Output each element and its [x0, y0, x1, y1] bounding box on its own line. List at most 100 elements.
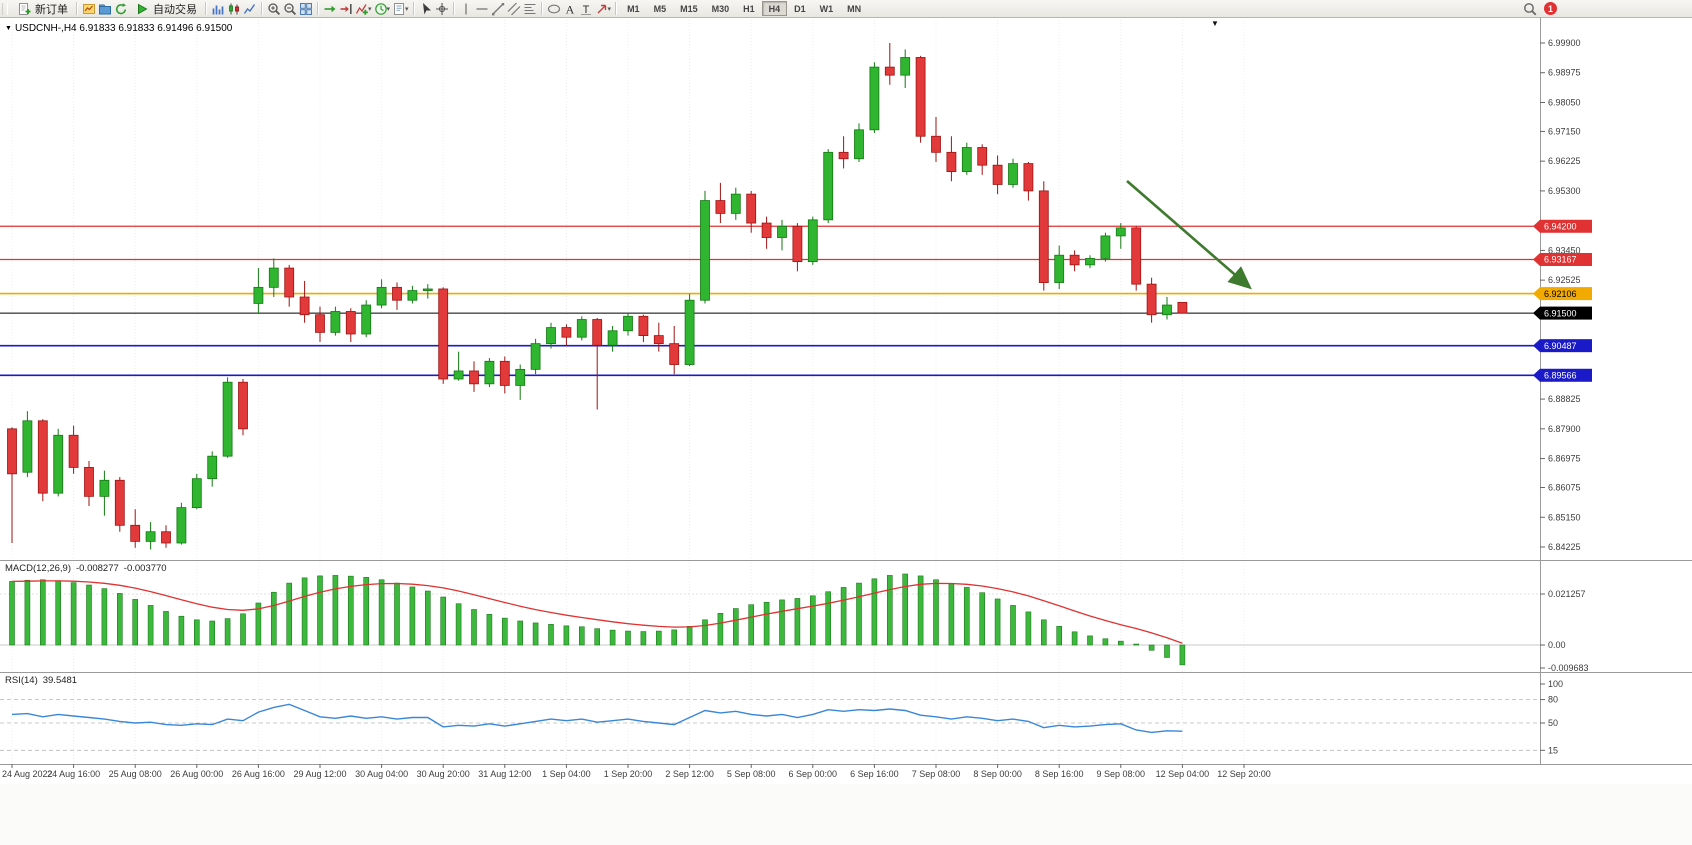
refresh-icon[interactable]	[113, 1, 129, 16]
svg-text:8 Sep 00:00: 8 Sep 00:00	[973, 769, 1022, 779]
timeframe-W1[interactable]: W1	[813, 1, 841, 16]
chevron-down-icon[interactable]: ▾	[405, 5, 409, 13]
svg-text:9 Sep 08:00: 9 Sep 08:00	[1097, 769, 1146, 779]
toolbar-grip[interactable]	[2, 2, 8, 15]
toolbar-separator	[76, 2, 78, 15]
svg-text:6.93167: 6.93167	[1544, 255, 1577, 265]
chart-symbol-label: ▼ USDCNH-,H4 6.91833 6.91833 6.91496 6.91…	[5, 23, 232, 34]
rsi-axis[interactable]: 100 80 50 15	[1540, 679, 1563, 755]
text-icon[interactable]: A	[562, 1, 578, 16]
templates-icon[interactable]	[391, 1, 407, 16]
new-order-icon	[16, 1, 32, 16]
svg-text:2 Sep 12:00: 2 Sep 12:00	[665, 769, 714, 779]
svg-text:30 Aug 04:00: 30 Aug 04:00	[355, 769, 408, 779]
toolbar-separator	[412, 2, 415, 15]
timeframe-D1[interactable]: D1	[787, 1, 813, 16]
symbol-period-text: USDCNH-,H4	[14, 23, 77, 34]
profiles-icon[interactable]	[97, 1, 113, 16]
macd-indicator-label: MACD(12,26,9) -0.008277 -0.003770	[5, 563, 172, 574]
notification-badge[interactable]: 1	[1544, 2, 1557, 15]
svg-text:24 Aug 16:00: 24 Aug 16:00	[47, 769, 100, 779]
candlesticks	[7, 43, 1188, 550]
svg-text:6.86075: 6.86075	[1548, 483, 1581, 493]
svg-text:6.91500: 6.91500	[1544, 308, 1577, 318]
timeframe-M15[interactable]: M15	[673, 1, 705, 16]
svg-text:1 Sep 20:00: 1 Sep 20:00	[604, 769, 653, 779]
svg-text:6.95300: 6.95300	[1548, 186, 1581, 196]
toolbar-separator	[205, 2, 207, 15]
svg-text:31 Aug 12:00: 31 Aug 12:00	[478, 769, 531, 779]
svg-text:1 Sep 04:00: 1 Sep 04:00	[542, 769, 591, 779]
svg-text:15: 15	[1548, 745, 1558, 755]
panel-separators[interactable]	[0, 17, 1692, 765]
svg-text:26 Aug 00:00: 26 Aug 00:00	[170, 769, 223, 779]
svg-text:6.89566: 6.89566	[1544, 370, 1577, 380]
price-badges: 6.94200 6.93167 6.92106 6.90487 6.89566 6.915…	[1533, 219, 1592, 382]
svg-text:6.87900: 6.87900	[1548, 424, 1581, 434]
timeframe-M1[interactable]: M1	[620, 1, 647, 16]
chart-shift-icon[interactable]	[338, 1, 354, 16]
text-label-icon[interactable]: T	[578, 1, 594, 16]
timeframe-H1[interactable]: H1	[736, 1, 762, 16]
chevron-down-icon[interactable]: ▾	[368, 5, 372, 13]
horizontal-line-icon[interactable]	[474, 1, 490, 16]
rsi-panel	[0, 699, 1540, 751]
new-order-button[interactable]: 新订单	[11, 1, 73, 16]
trendline-icon[interactable]	[490, 1, 506, 16]
auto-trading-button[interactable]: 自动交易	[129, 1, 202, 16]
price-axis[interactable]: 6.99900 6.98975 6.98050 6.97150 6.96225 6.953…	[1540, 38, 1581, 552]
crosshair-icon[interactable]	[434, 1, 450, 16]
zoom-in-icon[interactable]	[266, 1, 282, 16]
svg-text:6 Sep 00:00: 6 Sep 00:00	[789, 769, 838, 779]
chevron-down-icon[interactable]: ▾	[386, 5, 391, 13]
indicators-icon[interactable]	[354, 1, 370, 16]
svg-text:8 Sep 16:00: 8 Sep 16:00	[1035, 769, 1084, 779]
svg-text:0.00: 0.00	[1548, 640, 1566, 650]
zoom-out-icon[interactable]	[282, 1, 298, 16]
cursor-icon[interactable]	[418, 1, 434, 16]
scroll-to-end-marker[interactable]: ▼	[1211, 19, 1219, 28]
rsi-indicator-label: RSI(14) 39.5481	[5, 675, 82, 686]
toolbar-separator	[452, 2, 455, 15]
vertical-line-icon[interactable]	[458, 1, 474, 16]
fibonacci-icon[interactable]	[522, 1, 538, 16]
shapes-icon[interactable]	[546, 1, 562, 16]
macd-name: MACD(12,26,9)	[5, 563, 71, 574]
search-icon[interactable]	[1522, 1, 1538, 16]
svg-text:6.88825: 6.88825	[1548, 394, 1581, 404]
chevron-down-icon[interactable]: ▾	[607, 5, 612, 13]
trend-arrow-annotation[interactable]	[1126, 180, 1252, 290]
timeframe-H4[interactable]: H4	[761, 1, 788, 16]
svg-text:30 Aug 20:00: 30 Aug 20:00	[417, 769, 470, 779]
toolbar: 新订单 自动交易 ▾ ▾ ▾ A T ▾ M1 M5 M15 M30 H1 H4 D1 W1 MN 1	[0, 0, 1692, 18]
toolbar-separator	[540, 2, 543, 15]
timeframe-M5[interactable]: M5	[647, 1, 674, 16]
new-order-label: 新订单	[35, 3, 68, 16]
svg-text:6.92106: 6.92106	[1544, 289, 1577, 299]
equidistant-channel-icon[interactable]	[506, 1, 522, 16]
symbol-dropdown-icon[interactable]: ▼	[5, 25, 12, 32]
tile-windows-icon[interactable]	[298, 1, 314, 16]
svg-text:7 Sep 08:00: 7 Sep 08:00	[912, 769, 961, 779]
arrows-icon[interactable]	[594, 1, 610, 16]
svg-text:6.93450: 6.93450	[1548, 245, 1581, 255]
periods-icon[interactable]	[373, 1, 389, 16]
rsi-value: 39.5481	[42, 675, 78, 686]
candlestick-chart-icon[interactable]	[226, 1, 242, 16]
svg-text:6.92525: 6.92525	[1548, 275, 1581, 285]
chart-plot-area[interactable]	[0, 17, 1692, 764]
svg-text:25 Aug 08:00: 25 Aug 08:00	[109, 769, 162, 779]
auto-scroll-icon[interactable]	[322, 1, 338, 16]
timeframe-M30[interactable]: M30	[705, 1, 737, 16]
bar-chart-icon[interactable]	[210, 1, 226, 16]
macd-axis[interactable]: 0.021257 0.00 -0.009683	[1540, 589, 1589, 673]
macd-value-main: -0.008277	[76, 563, 119, 574]
svg-text:T: T	[582, 4, 589, 16]
svg-text:6.94200: 6.94200	[1544, 221, 1577, 231]
timeframe-MN[interactable]: MN	[840, 1, 868, 16]
market-watch-icon[interactable]	[81, 1, 97, 16]
line-chart-icon[interactable]	[242, 1, 258, 16]
